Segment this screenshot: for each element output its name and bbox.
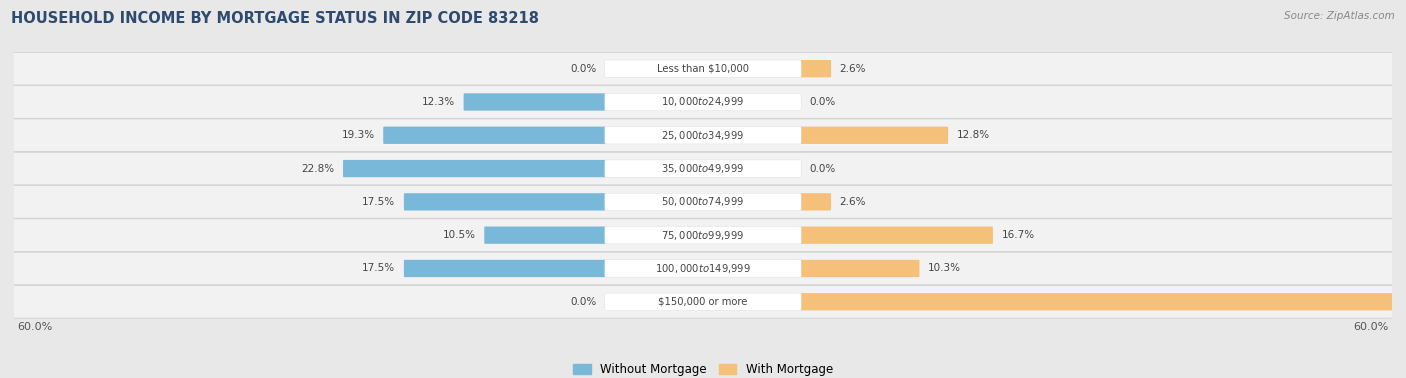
FancyBboxPatch shape: [404, 260, 606, 277]
FancyBboxPatch shape: [14, 86, 1392, 118]
FancyBboxPatch shape: [605, 260, 801, 277]
FancyBboxPatch shape: [800, 127, 948, 144]
Text: 17.5%: 17.5%: [363, 263, 395, 273]
FancyBboxPatch shape: [605, 127, 801, 144]
FancyBboxPatch shape: [14, 53, 1392, 85]
FancyBboxPatch shape: [14, 186, 1392, 218]
FancyBboxPatch shape: [605, 226, 801, 244]
FancyBboxPatch shape: [343, 160, 606, 177]
Text: $10,000 to $24,999: $10,000 to $24,999: [661, 96, 745, 108]
FancyBboxPatch shape: [404, 193, 606, 211]
FancyBboxPatch shape: [14, 285, 1392, 318]
Text: 12.8%: 12.8%: [956, 130, 990, 140]
FancyBboxPatch shape: [800, 226, 993, 244]
FancyBboxPatch shape: [800, 293, 1406, 310]
Text: $50,000 to $74,999: $50,000 to $74,999: [661, 195, 745, 208]
FancyBboxPatch shape: [800, 60, 831, 77]
FancyBboxPatch shape: [484, 226, 606, 244]
FancyBboxPatch shape: [14, 152, 1392, 185]
Text: 10.3%: 10.3%: [928, 263, 962, 273]
FancyBboxPatch shape: [605, 160, 801, 177]
Text: 2.6%: 2.6%: [839, 64, 866, 74]
FancyBboxPatch shape: [14, 252, 1392, 285]
Text: 60.0%: 60.0%: [17, 322, 53, 332]
Text: 12.3%: 12.3%: [422, 97, 456, 107]
FancyBboxPatch shape: [605, 93, 801, 111]
Text: 0.0%: 0.0%: [810, 164, 837, 174]
FancyBboxPatch shape: [605, 193, 801, 211]
FancyBboxPatch shape: [384, 127, 606, 144]
Text: Source: ZipAtlas.com: Source: ZipAtlas.com: [1284, 11, 1395, 21]
Text: 2.6%: 2.6%: [839, 197, 866, 207]
Text: 10.5%: 10.5%: [443, 230, 475, 240]
Text: 0.0%: 0.0%: [569, 297, 596, 307]
Text: 60.0%: 60.0%: [1353, 322, 1389, 332]
FancyBboxPatch shape: [464, 93, 606, 111]
Text: $35,000 to $49,999: $35,000 to $49,999: [661, 162, 745, 175]
Text: 16.7%: 16.7%: [1001, 230, 1035, 240]
Text: HOUSEHOLD INCOME BY MORTGAGE STATUS IN ZIP CODE 83218: HOUSEHOLD INCOME BY MORTGAGE STATUS IN Z…: [11, 11, 540, 26]
Text: $25,000 to $34,999: $25,000 to $34,999: [661, 129, 745, 142]
FancyBboxPatch shape: [605, 60, 801, 77]
FancyBboxPatch shape: [14, 119, 1392, 152]
Text: $100,000 to $149,999: $100,000 to $149,999: [655, 262, 751, 275]
Text: 19.3%: 19.3%: [342, 130, 374, 140]
Text: 22.8%: 22.8%: [301, 164, 335, 174]
FancyBboxPatch shape: [800, 260, 920, 277]
Text: $150,000 or more: $150,000 or more: [658, 297, 748, 307]
Legend: Without Mortgage, With Mortgage: Without Mortgage, With Mortgage: [568, 358, 838, 378]
FancyBboxPatch shape: [14, 219, 1392, 251]
Text: 0.0%: 0.0%: [810, 97, 837, 107]
Text: 17.5%: 17.5%: [363, 197, 395, 207]
Text: $75,000 to $99,999: $75,000 to $99,999: [661, 229, 745, 242]
FancyBboxPatch shape: [800, 193, 831, 211]
Text: 0.0%: 0.0%: [569, 64, 596, 74]
FancyBboxPatch shape: [605, 293, 801, 310]
Text: Less than $10,000: Less than $10,000: [657, 64, 749, 74]
